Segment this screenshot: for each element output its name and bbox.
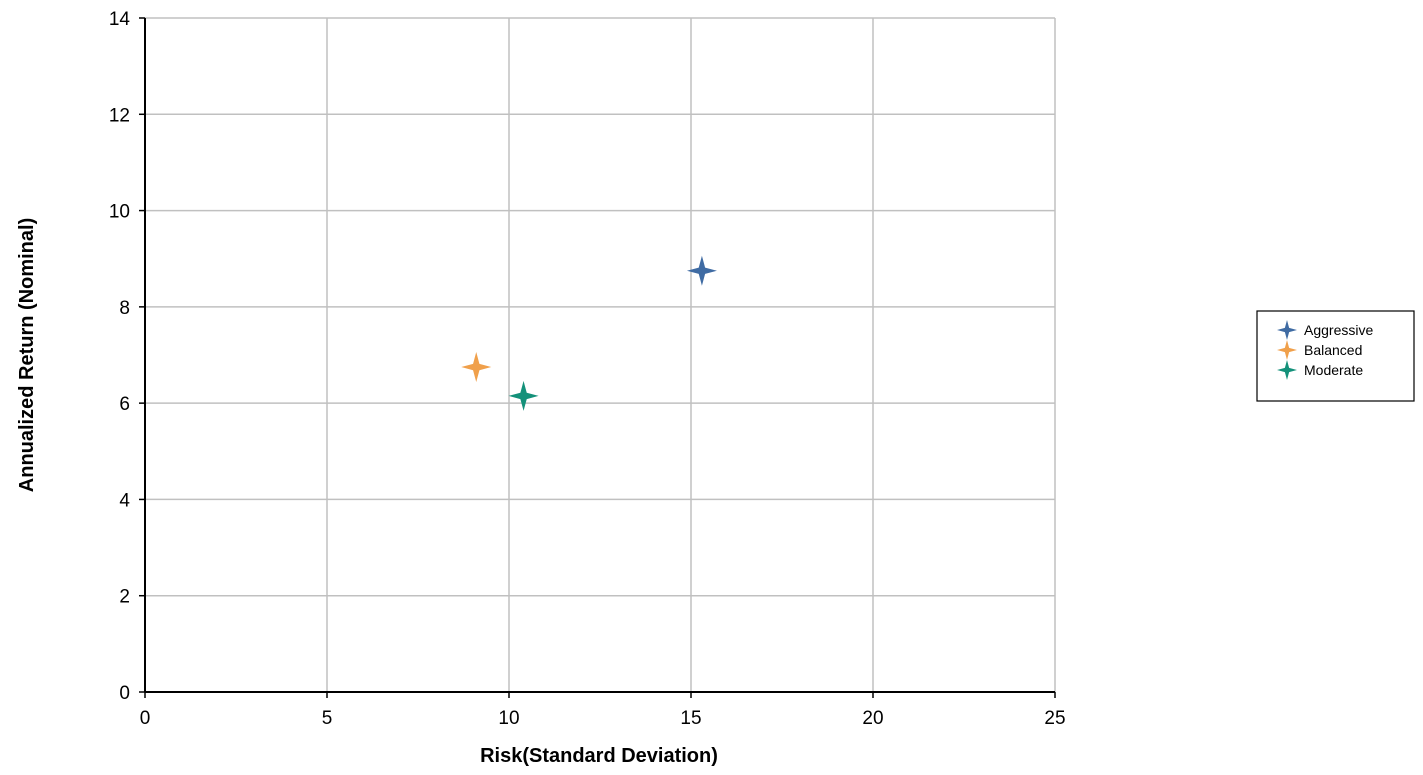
y-tick-label: 10 — [109, 202, 130, 223]
y-tick-labels: 0 2 4 6 8 10 12 14 — [109, 9, 145, 704]
legend-marker-aggressive — [1277, 320, 1297, 340]
x-tick-label: 25 — [1044, 708, 1065, 729]
y-tick-label: 12 — [109, 105, 130, 126]
legend-box — [1256, 310, 1415, 402]
y-tick-label: 2 — [119, 587, 130, 608]
y-tick-label: 0 — [119, 683, 130, 704]
y-tick-label: 4 — [119, 490, 130, 511]
y-tick-label: 14 — [109, 9, 131, 30]
legend-label-balanced: Balanced — [1304, 342, 1362, 358]
legend-marker-balanced — [1277, 340, 1297, 360]
x-tick-label: 0 — [140, 708, 151, 729]
x-tick-label: 20 — [862, 708, 883, 729]
point-aggressive — [686, 255, 717, 286]
x-tick-label: 10 — [498, 708, 519, 729]
legend-label-aggressive: Aggressive — [1304, 322, 1373, 338]
y-axis-title: Annualized Return (Nominal) — [16, 218, 38, 492]
legend-marker-moderate — [1277, 360, 1297, 380]
point-balanced — [461, 352, 492, 383]
x-tick-label: 5 — [322, 708, 333, 729]
grid-lines — [145, 17, 1056, 692]
x-tick-label: 15 — [680, 708, 701, 729]
x-tick-labels: 0 5 10 15 20 25 — [140, 692, 1066, 729]
axes — [144, 18, 1055, 693]
y-tick-label: 6 — [119, 394, 130, 415]
point-moderate — [508, 380, 539, 411]
y-tick-label: 8 — [119, 298, 130, 319]
legend: Aggressive Balanced Moderate — [1256, 310, 1415, 402]
legend-label-moderate: Moderate — [1304, 362, 1363, 378]
x-axis-title: Risk(Standard Deviation) — [480, 745, 718, 767]
data-points — [461, 255, 717, 411]
